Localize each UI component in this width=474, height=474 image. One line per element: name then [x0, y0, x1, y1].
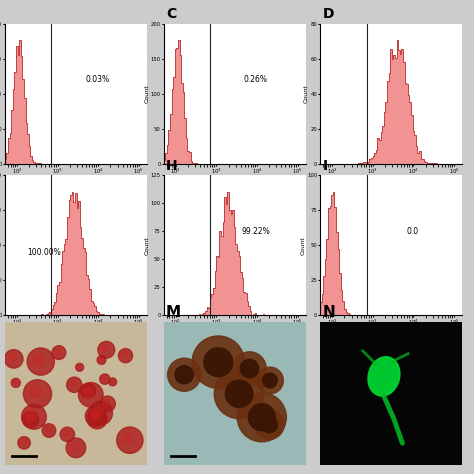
Circle shape	[103, 400, 109, 406]
Circle shape	[85, 406, 106, 427]
Circle shape	[102, 376, 106, 381]
Circle shape	[97, 356, 106, 365]
X-axis label: CD105 PE: CD105 PE	[218, 328, 252, 335]
Circle shape	[110, 380, 114, 383]
Circle shape	[87, 409, 107, 429]
Circle shape	[226, 380, 253, 408]
Circle shape	[233, 352, 266, 385]
X-axis label: CD90 FITC: CD90 FITC	[58, 328, 94, 335]
Text: 99.22%: 99.22%	[242, 227, 270, 236]
Circle shape	[76, 363, 83, 371]
Y-axis label: Count: Count	[144, 236, 149, 255]
Circle shape	[256, 367, 283, 394]
Circle shape	[263, 373, 277, 388]
Ellipse shape	[368, 357, 400, 396]
Circle shape	[81, 383, 96, 398]
Circle shape	[255, 410, 284, 439]
Circle shape	[91, 413, 100, 421]
Text: H: H	[166, 159, 178, 173]
Circle shape	[66, 377, 82, 392]
Circle shape	[90, 410, 98, 419]
Circle shape	[99, 357, 103, 361]
Circle shape	[55, 349, 61, 355]
Y-axis label: Count: Count	[301, 236, 306, 255]
Circle shape	[27, 410, 37, 420]
Circle shape	[64, 430, 69, 436]
Circle shape	[18, 437, 30, 449]
Circle shape	[204, 348, 233, 377]
Circle shape	[214, 369, 264, 419]
Text: C: C	[166, 7, 176, 21]
Text: D: D	[322, 7, 334, 21]
Circle shape	[45, 427, 51, 432]
Circle shape	[94, 407, 104, 416]
Circle shape	[89, 401, 112, 425]
Y-axis label: Count: Count	[144, 84, 149, 103]
X-axis label: CD29 FITC: CD29 FITC	[373, 177, 409, 183]
Circle shape	[66, 438, 86, 458]
Circle shape	[248, 404, 275, 431]
Circle shape	[122, 352, 128, 357]
Circle shape	[71, 442, 78, 450]
Circle shape	[100, 374, 110, 384]
Text: N: N	[322, 305, 335, 320]
Text: 0.03%: 0.03%	[85, 75, 109, 84]
Circle shape	[192, 336, 245, 388]
Circle shape	[168, 358, 201, 391]
Circle shape	[109, 378, 117, 386]
Circle shape	[79, 383, 103, 407]
Circle shape	[70, 381, 76, 387]
Circle shape	[30, 386, 41, 397]
Circle shape	[52, 346, 66, 359]
Circle shape	[123, 433, 133, 444]
Text: M: M	[166, 305, 181, 320]
Circle shape	[11, 378, 20, 387]
Circle shape	[60, 427, 74, 442]
Circle shape	[175, 365, 193, 384]
Circle shape	[26, 415, 33, 421]
Circle shape	[117, 427, 143, 453]
Circle shape	[100, 396, 115, 411]
Circle shape	[101, 345, 109, 352]
Circle shape	[77, 365, 81, 368]
Circle shape	[22, 404, 46, 429]
Circle shape	[13, 380, 17, 384]
Circle shape	[33, 354, 44, 365]
Circle shape	[84, 387, 90, 392]
X-axis label: CD34 FITC: CD34 FITC	[373, 328, 409, 335]
Circle shape	[98, 341, 115, 358]
Circle shape	[27, 348, 55, 375]
Circle shape	[118, 348, 133, 363]
Circle shape	[84, 388, 94, 398]
Circle shape	[261, 417, 277, 433]
Y-axis label: Count: Count	[304, 84, 309, 103]
Text: I: I	[322, 159, 328, 173]
Circle shape	[42, 424, 56, 438]
Circle shape	[23, 411, 39, 428]
Text: 0.0: 0.0	[406, 227, 419, 236]
Circle shape	[4, 350, 23, 368]
Text: 0.26%: 0.26%	[244, 75, 268, 84]
Text: 100.00%: 100.00%	[27, 248, 62, 257]
Circle shape	[240, 359, 259, 378]
X-axis label: IgG PE: IgG PE	[223, 177, 246, 183]
Circle shape	[237, 392, 286, 442]
Circle shape	[21, 439, 26, 445]
Circle shape	[23, 380, 52, 408]
Circle shape	[9, 354, 16, 361]
X-axis label: IgG FITC: IgG FITC	[62, 177, 90, 183]
